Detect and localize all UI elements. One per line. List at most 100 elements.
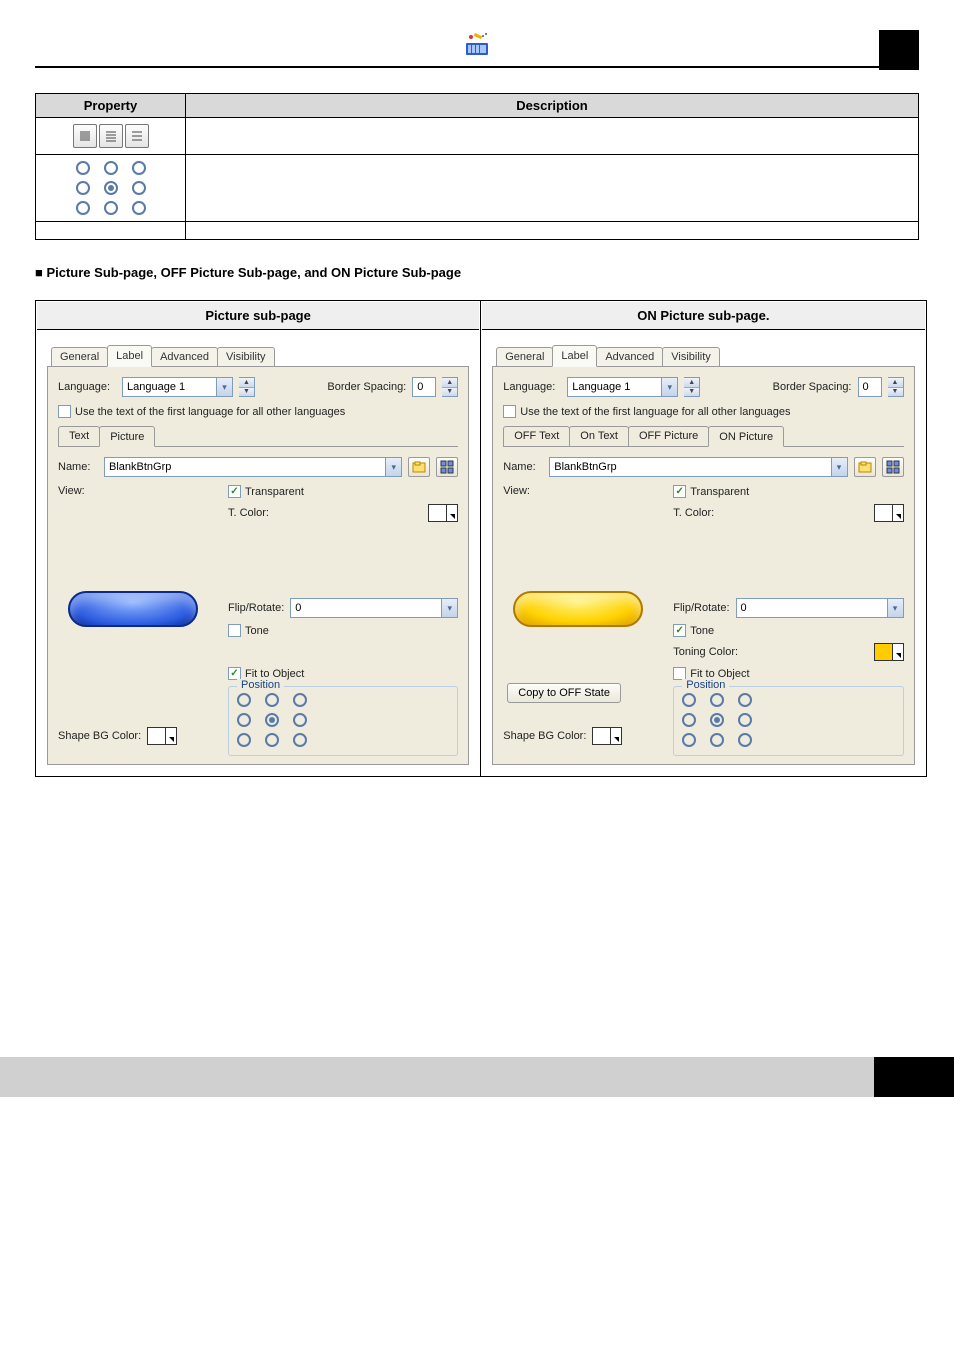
tab-label[interactable]: Label xyxy=(552,345,597,367)
fliprotate-input[interactable] xyxy=(736,598,887,618)
language-spinner[interactable]: ▲▼ xyxy=(684,377,700,397)
panel-right-body: General Label Advanced Visibility Langua… xyxy=(482,330,924,775)
position-fieldset: Position xyxy=(673,686,903,756)
picture-library-icon[interactable] xyxy=(436,457,458,477)
name-dropdown-icon[interactable]: ▾ xyxy=(385,457,402,477)
preview-pill-blue xyxy=(68,591,198,627)
tab-general[interactable]: General xyxy=(496,347,553,366)
table-row xyxy=(36,222,919,240)
picture-inner-left: Name: ▾ xyxy=(58,446,458,756)
language-combo[interactable]: ▾ xyxy=(567,377,678,397)
transparent-checkbox[interactable]: ✓ Transparent xyxy=(228,485,304,498)
shape-bg-swatch[interactable] xyxy=(592,727,622,745)
tab-advanced[interactable]: Advanced xyxy=(151,347,218,366)
fliprotate-combo[interactable]: ▾ xyxy=(736,598,904,618)
footer-bar xyxy=(0,1057,954,1097)
position-radio-grid[interactable] xyxy=(682,693,894,747)
tone-checkbox[interactable]: ✓ Tone xyxy=(673,624,714,637)
fliprotate-input[interactable] xyxy=(290,598,441,618)
footer-black-block xyxy=(874,1057,954,1097)
transparent-checkbox[interactable]: ✓ Transparent xyxy=(673,485,749,498)
language-combo[interactable]: ▾ xyxy=(122,377,233,397)
tab-advanced[interactable]: Advanced xyxy=(596,347,663,366)
inner-tab-off-picture[interactable]: OFF Picture xyxy=(628,426,709,446)
tone-checkbox[interactable]: Tone xyxy=(228,624,269,637)
language-input[interactable] xyxy=(567,377,661,397)
name-dropdown-icon[interactable]: ▾ xyxy=(831,457,848,477)
border-spacing-spinner[interactable]: ▲▼ xyxy=(442,377,458,397)
shape-bg-label: Shape BG Color: xyxy=(503,730,586,742)
toning-color-swatch[interactable] xyxy=(874,643,904,661)
language-dropdown-icon[interactable]: ▾ xyxy=(216,377,233,397)
inner-tabstrip-right: OFF Text On Text OFF Picture ON Picture xyxy=(503,426,903,446)
inner-tab-on-text[interactable]: On Text xyxy=(569,426,629,446)
fliprotate-dropdown-icon[interactable]: ▾ xyxy=(887,598,904,618)
tab-visibility[interactable]: Visibility xyxy=(662,347,720,366)
border-spacing-spinner[interactable]: ▲▼ xyxy=(888,377,904,397)
tcolor-swatch[interactable] xyxy=(428,504,458,522)
position-radio-grid[interactable] xyxy=(237,693,449,747)
table-row xyxy=(36,118,919,155)
checkbox-checked-icon: ✓ xyxy=(673,624,686,637)
table-row xyxy=(36,155,919,222)
border-spacing-label: Border Spacing: xyxy=(773,381,852,393)
fliprotate-combo[interactable]: ▾ xyxy=(290,598,458,618)
panel-left-title: Picture sub-page xyxy=(37,302,479,330)
language-dropdown-icon[interactable]: ▾ xyxy=(661,377,678,397)
shape-bg-label: Shape BG Color: xyxy=(58,730,141,742)
fliprotate-label: Flip/Rotate: xyxy=(228,602,284,614)
use-first-lang-checkbox[interactable]: Use the text of the first language for a… xyxy=(58,405,345,418)
on-picture-inner-right: Name: ▾ xyxy=(503,446,903,756)
name-combo[interactable]: ▾ xyxy=(549,457,847,477)
picture-library-icon[interactable] xyxy=(882,457,904,477)
panel-right-title: ON Picture sub-page. xyxy=(482,302,924,330)
checkbox-empty-icon xyxy=(503,405,516,418)
name-input[interactable] xyxy=(104,457,385,477)
inner-tab-on-picture[interactable]: ON Picture xyxy=(708,426,784,447)
name-combo[interactable]: ▾ xyxy=(104,457,402,477)
page-container: Property Description xyxy=(0,0,954,777)
main-tabstrip-right: General Label Advanced Visibility xyxy=(496,344,914,366)
line-spacing-icon-group xyxy=(42,124,179,148)
th-description: Description xyxy=(186,94,919,118)
label-tab-content-right: Language: ▾ ▲▼ Border Spacing: ▲▼ xyxy=(492,366,914,765)
browse-picture-icon[interactable] xyxy=(408,457,430,477)
tcolor-label: T. Color: xyxy=(673,507,714,519)
border-spacing-input[interactable] xyxy=(858,377,882,397)
checkbox-checked-icon: ✓ xyxy=(673,485,686,498)
use-first-lang-checkbox[interactable]: Use the text of the first language for a… xyxy=(503,405,790,418)
view-label: View: xyxy=(58,485,85,497)
tcolor-swatch[interactable] xyxy=(874,504,904,522)
checkbox-empty-icon xyxy=(58,405,71,418)
fliprotate-label: Flip/Rotate: xyxy=(673,602,729,614)
top-corner-block xyxy=(879,30,919,70)
view-preview-left: View: Shape BG Color: xyxy=(58,485,218,745)
line-spacing-wide-icon xyxy=(125,124,149,148)
inner-tabstrip-left: Text Picture xyxy=(58,426,458,446)
language-spinner[interactable]: ▲▼ xyxy=(239,377,255,397)
property-table: Property Description xyxy=(35,93,919,240)
name-input[interactable] xyxy=(549,457,830,477)
tcolor-label: T. Color: xyxy=(228,507,269,519)
tab-general[interactable]: General xyxy=(51,347,108,366)
copy-to-off-state-button[interactable]: Copy to OFF State xyxy=(507,683,621,703)
language-label: Language: xyxy=(503,381,561,393)
tab-label[interactable]: Label xyxy=(107,345,152,367)
shape-bg-swatch[interactable] xyxy=(147,727,177,745)
language-label: Language: xyxy=(58,381,116,393)
position-fieldset: Position xyxy=(228,686,458,756)
line-spacing-medium-icon xyxy=(99,124,123,148)
fliprotate-dropdown-icon[interactable]: ▾ xyxy=(441,598,458,618)
inner-tab-off-text[interactable]: OFF Text xyxy=(503,426,570,446)
toning-color-label: Toning Color: xyxy=(673,646,738,658)
tab-visibility[interactable]: Visibility xyxy=(217,347,275,366)
inner-tab-picture[interactable]: Picture xyxy=(99,426,155,447)
border-spacing-input[interactable] xyxy=(412,377,436,397)
subpage-panels-table: Picture sub-page General Label Advanced … xyxy=(35,300,927,777)
browse-picture-icon[interactable] xyxy=(854,457,876,477)
position-legend: Position xyxy=(682,679,729,691)
label-tab-content-left: Language: ▾ ▲▼ Border Spacing: ▲▼ xyxy=(47,366,469,765)
name-label: Name: xyxy=(503,461,543,473)
language-input[interactable] xyxy=(122,377,216,397)
inner-tab-text[interactable]: Text xyxy=(58,426,100,446)
